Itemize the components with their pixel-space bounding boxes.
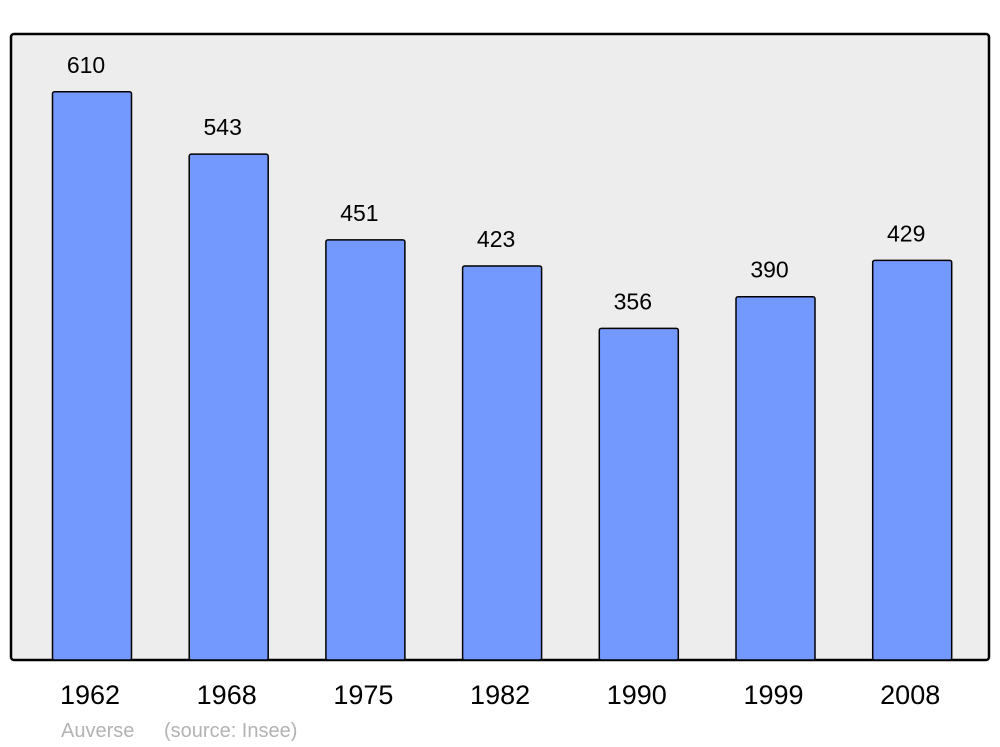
bar-1968 — [188, 153, 269, 661]
data-label-1990: 356 — [614, 288, 652, 314]
bar-1975 — [325, 239, 406, 661]
data-label-1975: 451 — [340, 200, 378, 226]
x-tick-1999: 1999 — [743, 680, 803, 710]
bar-2008 — [871, 259, 953, 661]
caption-place: Auverse — [61, 720, 134, 742]
x-tick-1962: 1962 — [60, 680, 120, 710]
x-tick-1968: 1968 — [197, 680, 257, 710]
data-label-1982: 423 — [477, 226, 515, 252]
data-label-1962: 610 — [67, 52, 105, 78]
bar-1990 — [598, 327, 680, 661]
data-label-1999: 390 — [750, 257, 788, 283]
x-tick-1990: 1990 — [607, 680, 667, 710]
caption-source: (source: Insee) — [164, 720, 297, 742]
x-tick-2008: 2008 — [880, 680, 940, 710]
x-tick-1975: 1975 — [333, 680, 393, 710]
x-tick-1982: 1982 — [470, 680, 530, 710]
data-label-2008: 429 — [887, 220, 925, 246]
data-label-1968: 543 — [204, 114, 242, 140]
bar-1982 — [461, 265, 543, 661]
bar-1962 — [51, 91, 133, 661]
bar-1999 — [735, 295, 816, 661]
